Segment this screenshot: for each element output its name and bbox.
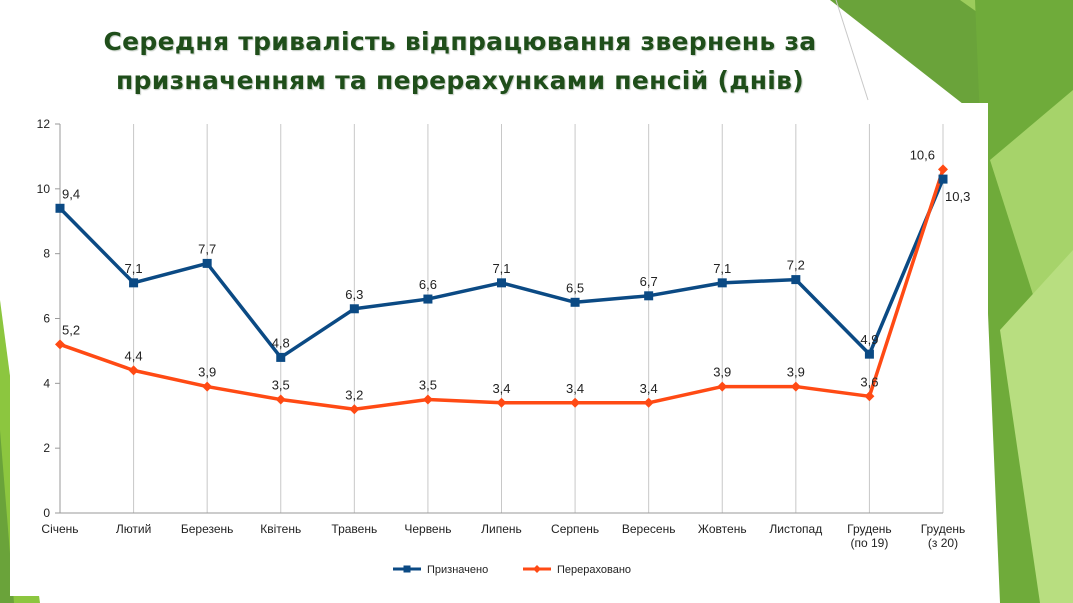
x-tick-label: Грудень (по 19) bbox=[847, 522, 892, 550]
data-point bbox=[422, 394, 433, 405]
data-point bbox=[275, 394, 286, 405]
x-tick-label: Травень bbox=[331, 522, 377, 536]
data-point bbox=[938, 174, 948, 184]
data-point bbox=[570, 297, 580, 307]
x-tick-label: Лютий bbox=[116, 522, 152, 536]
data-point bbox=[276, 352, 286, 362]
x-tick-label: Грудень (з 20) bbox=[921, 522, 966, 550]
data-label: 3,9 bbox=[198, 365, 216, 380]
data-point bbox=[497, 278, 506, 288]
data-label: 7,7 bbox=[198, 241, 216, 256]
data-point bbox=[202, 381, 213, 392]
data-point bbox=[202, 258, 212, 268]
data-label: 3,5 bbox=[272, 378, 290, 393]
data-point bbox=[717, 381, 728, 392]
y-tick-label: 8 bbox=[43, 247, 50, 261]
title-line-2: призначенням та перерахунками пенсій (дн… bbox=[115, 66, 805, 95]
data-point bbox=[791, 275, 801, 285]
x-tick-label: Червень bbox=[404, 522, 451, 536]
data-label: 10,6 bbox=[910, 147, 935, 162]
legend-marker bbox=[533, 565, 541, 573]
y-tick-label: 12 bbox=[37, 117, 51, 131]
data-label: 3,9 bbox=[787, 365, 805, 380]
data-label: 7,1 bbox=[125, 261, 143, 276]
legend-label: Перераховано bbox=[557, 564, 631, 576]
data-label: 6,3 bbox=[345, 287, 363, 302]
y-tick-label: 4 bbox=[43, 376, 50, 390]
data-point bbox=[349, 304, 359, 314]
x-tick-label: Березень bbox=[181, 522, 234, 536]
data-label: 3,9 bbox=[713, 365, 731, 380]
y-tick-label: 2 bbox=[43, 441, 50, 455]
page-title: Середня тривалість відпрацювання звернен… bbox=[60, 22, 860, 100]
data-label: 7,2 bbox=[787, 258, 805, 273]
x-tick-label: Січень bbox=[41, 522, 78, 536]
data-label: 10,3 bbox=[945, 189, 970, 204]
data-label: 4,9 bbox=[860, 332, 878, 347]
legend-label: Призначено bbox=[427, 564, 488, 576]
data-point bbox=[129, 278, 139, 288]
data-point bbox=[55, 339, 65, 350]
data-point bbox=[644, 291, 654, 301]
background-shape bbox=[1000, 250, 1073, 603]
data-label: 6,6 bbox=[419, 277, 437, 292]
chart-panel: 0 2 4 6 8 10 12 Січень Лютий Березень Квітень Траве… bbox=[10, 103, 988, 596]
data-label: 3,4 bbox=[640, 381, 658, 396]
x-tick-label: Вересень bbox=[622, 522, 676, 536]
data-point bbox=[128, 365, 139, 376]
data-point bbox=[717, 278, 727, 288]
x-tick-label: Серпень bbox=[551, 522, 599, 536]
data-point bbox=[423, 294, 433, 304]
data-label: 6,7 bbox=[640, 274, 658, 289]
title-line-1: Середня тривалість відпрацювання звернен… bbox=[103, 27, 817, 56]
x-tick-label: Листопад bbox=[769, 522, 822, 536]
data-point bbox=[864, 391, 875, 402]
data-label: 9,4 bbox=[62, 186, 80, 201]
data-label: 3,4 bbox=[492, 381, 510, 396]
y-tick-label: 0 bbox=[43, 506, 50, 520]
y-tick-label: 6 bbox=[43, 312, 50, 326]
data-label: 7,1 bbox=[713, 261, 731, 276]
data-label: 6,5 bbox=[566, 280, 584, 295]
legend-marker bbox=[403, 565, 411, 573]
data-point bbox=[790, 381, 801, 392]
data-point bbox=[55, 203, 65, 213]
data-point bbox=[349, 404, 360, 415]
data-label: 3,4 bbox=[566, 381, 584, 396]
data-label: 3,2 bbox=[345, 387, 363, 402]
data-point bbox=[570, 397, 581, 408]
data-label: 3,5 bbox=[419, 378, 437, 393]
data-label: 5,2 bbox=[62, 322, 80, 337]
data-point bbox=[496, 397, 507, 408]
line-chart: 0 2 4 6 8 10 12 Січень Лютий Березень Квітень Траве… bbox=[37, 117, 971, 576]
data-point bbox=[864, 349, 874, 359]
data-point bbox=[643, 397, 654, 408]
data-point bbox=[938, 164, 948, 175]
background-line bbox=[835, 0, 869, 101]
x-tick-label: Жовтень bbox=[698, 522, 747, 536]
data-label: 7,1 bbox=[492, 261, 510, 276]
data-label: 4,8 bbox=[272, 335, 290, 350]
data-label: 3,6 bbox=[860, 374, 878, 389]
y-tick-label: 10 bbox=[37, 182, 51, 196]
x-tick-label: Липень bbox=[481, 522, 522, 536]
data-label: 4,4 bbox=[125, 348, 143, 363]
x-tick-label: Квітень bbox=[260, 522, 301, 536]
